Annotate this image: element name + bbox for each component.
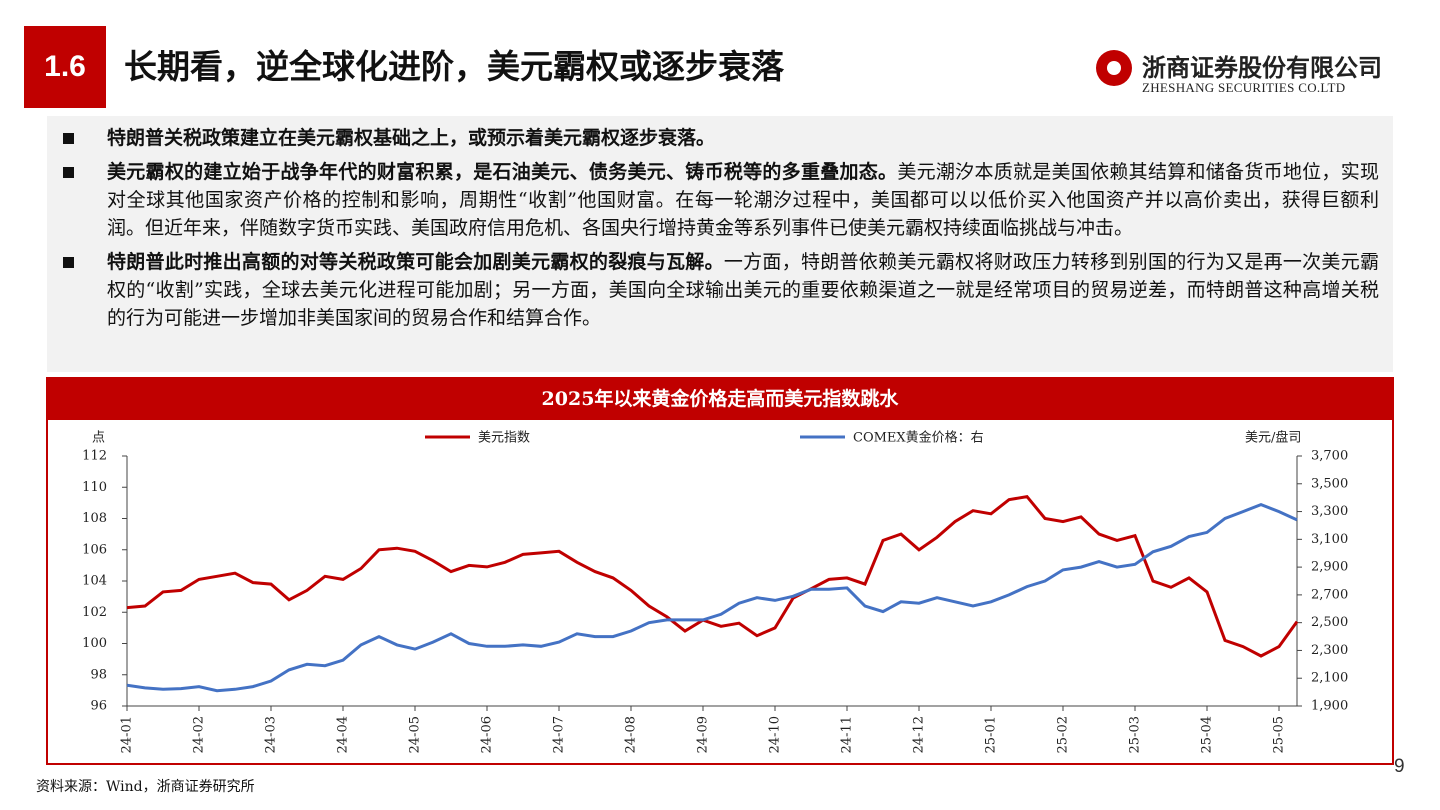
- y2-tick-label: 3,700: [1311, 449, 1348, 464]
- x-tick-label: 24-04: [336, 716, 351, 753]
- y-tick-label: 106: [82, 542, 107, 557]
- y-tick-label: 96: [90, 699, 107, 714]
- y2-tick-label: 2,100: [1311, 671, 1348, 686]
- source-note: 资料来源：Wind，浙商证券研究所: [36, 779, 255, 795]
- y2-tick-label: 2,900: [1311, 560, 1348, 575]
- x-tick-label: 25-01: [984, 716, 999, 753]
- bullet: 特朗普关税政策建立在美元霸权基础之上，或预示着美元霸权逐步衰落。: [63, 124, 1379, 152]
- bullet: 特朗普此时推出高额的对等关税政策可能会加剧美元霸权的裂痕与瓦解。一方面，特朗普依…: [63, 248, 1379, 332]
- x-tick-label: 24-09: [696, 716, 711, 753]
- y-tick-label: 104: [82, 574, 107, 589]
- x-tick-label: 25-04: [1200, 716, 1215, 753]
- logo-icon: [1096, 50, 1132, 86]
- chart-banner: [47, 378, 1393, 420]
- y-tick-label: 102: [82, 605, 107, 620]
- x-tick-label: 25-03: [1128, 716, 1143, 753]
- x-tick-label: 24-03: [264, 716, 279, 753]
- x-tick-label: 24-06: [480, 716, 495, 753]
- bullet: 美元霸权的建立始于战争年代的财富积累，是石油美元、债务美元、铸币税等的多重叠加态…: [63, 158, 1379, 242]
- chart-frame: [46, 377, 1394, 765]
- x-tick-label: 24-11: [840, 716, 855, 753]
- x-tick-label: 25-05: [1272, 716, 1287, 753]
- series-line: [126, 494, 1299, 658]
- x-tick-label: 24-07: [552, 716, 567, 753]
- logo-english: ZHESHANG SECURITIES CO.LTD: [1142, 80, 1346, 95]
- y-tick-label: 112: [82, 449, 107, 464]
- chart-title: 2025年以来黄金价格走高而美元指数跳水: [542, 387, 900, 410]
- y-tick-label: 110: [82, 480, 107, 495]
- x-tick-label: 24-12: [912, 716, 927, 753]
- series-line: [126, 502, 1298, 693]
- x-tick-label: 24-10: [768, 716, 783, 753]
- bullet-text: 美元潮汐本质就是美国依赖其结算和储备货币地位，实现对全球其他国家资产价格的控制和…: [107, 161, 1379, 239]
- x-tick-label: 24-05: [408, 716, 423, 753]
- bullet-bold: 特朗普关税政策建立在美元霸权基础之上，或预示着美元霸权逐步衰落。: [107, 127, 716, 149]
- bullet-bold: 特朗普此时推出高额的对等关税政策可能会加剧美元霸权的裂痕与瓦解。: [107, 251, 724, 273]
- page-number: 9: [1394, 756, 1405, 777]
- x-tick-label: 24-01: [120, 716, 135, 753]
- y-axis-label: 点: [92, 431, 105, 446]
- bullet-box: 特朗普关税政策建立在美元霸权基础之上，或预示着美元霸权逐步衰落。美元霸权的建立始…: [47, 116, 1393, 372]
- y2-tick-label: 2,700: [1311, 587, 1348, 602]
- legend-label: COMEX黄金价格：右: [853, 430, 984, 446]
- x-tick-label: 24-08: [624, 716, 639, 753]
- y2-tick-label: 3,500: [1311, 476, 1348, 491]
- bullet-text: 一方面，特朗普依赖美元霸权将财政压力转移到别国的行为又是再一次美元霸权的“收割”…: [107, 251, 1379, 329]
- y2-axis-label: 美元/盘司: [1245, 430, 1301, 446]
- logo-name: 浙商证券股份有限公司: [1142, 54, 1382, 82]
- bullet-bold: 美元霸权的建立始于战争年代的财富积累，是石油美元、债务美元、铸币税等的多重叠加态…: [107, 161, 898, 183]
- y2-tick-label: 3,100: [1311, 532, 1348, 547]
- y2-tick-label: 2,500: [1311, 615, 1348, 630]
- y2-tick-label: 3,300: [1311, 504, 1348, 519]
- slide-title: 长期看，逆全球化进阶，美元霸权或逐步衰落: [124, 47, 784, 86]
- y2-tick-label: 2,300: [1311, 643, 1348, 658]
- x-tick-label: 24-02: [192, 716, 207, 753]
- legend-label: 美元指数: [478, 431, 530, 446]
- section-badge: 1.6: [24, 26, 106, 108]
- x-tick-label: 25-02: [1056, 716, 1071, 753]
- y-tick-label: 98: [90, 667, 107, 682]
- y-tick-label: 108: [82, 511, 107, 526]
- y-tick-label: 100: [82, 636, 107, 651]
- y2-tick-label: 1,900: [1311, 699, 1348, 714]
